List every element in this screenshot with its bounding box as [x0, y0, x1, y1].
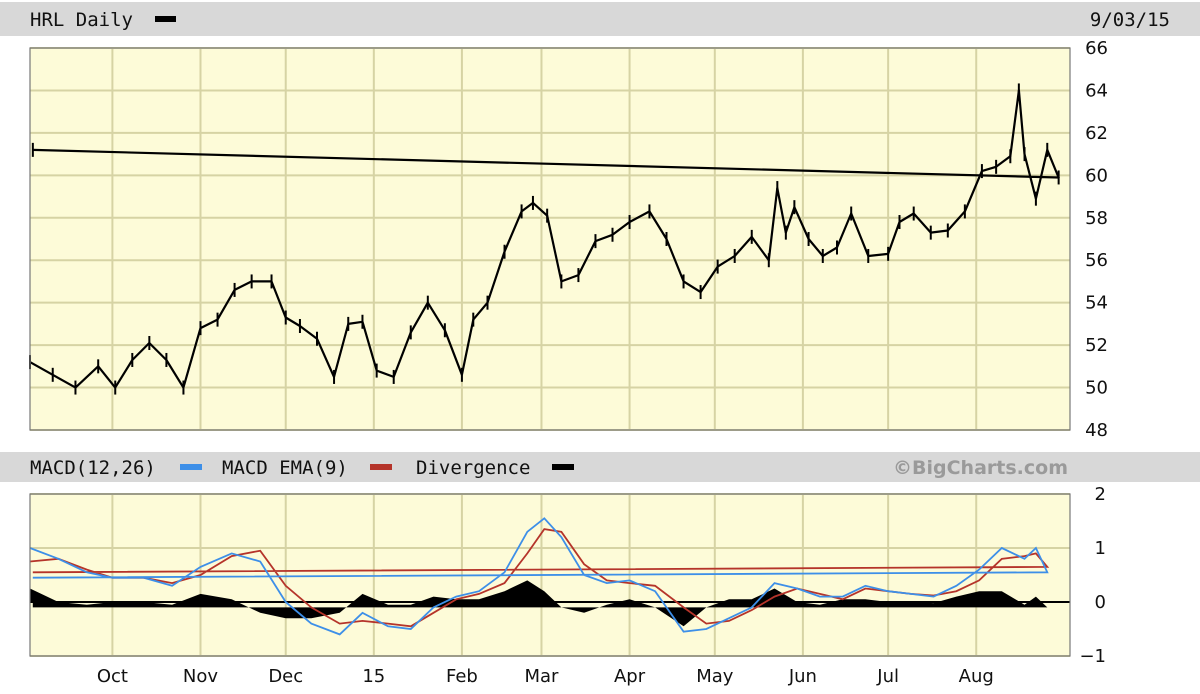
price-y-axis: 66 64 62 60 58 56 54 52 50 48 — [1085, 38, 1108, 441]
x-tick-label: Jul — [876, 666, 899, 687]
price-panel: 66 64 62 60 58 56 54 52 50 48 — [29, 38, 1108, 441]
macd-ema-label: MACD EMA(9) — [222, 457, 348, 479]
ema-legend-swatch — [370, 464, 392, 470]
header-bar — [0, 2, 1200, 36]
x-axis: Oct Nov Dec 15 Feb Mar Apr May Jun Jul Aug — [97, 666, 994, 687]
price-y-tick-label: 58 — [1085, 208, 1108, 229]
macd-label: MACD(12,26) — [30, 457, 156, 479]
price-y-tick-label: 56 — [1085, 250, 1108, 271]
macd-panel: 2 1 0 −1 Oct Nov Dec 15 Feb Mar Apr May Jun Jul Aug — [29, 484, 1106, 687]
price-y-tick-label: 54 — [1085, 293, 1108, 314]
price-plot-border — [29, 47, 1071, 431]
macd-y-tick-label: 0 — [1095, 592, 1106, 613]
price-plot-area — [30, 48, 1070, 430]
divergence-legend-swatch — [552, 464, 574, 470]
price-series-line — [29, 89, 1060, 389]
x-tick-label: Dec — [268, 666, 303, 687]
macd-plot-border — [29, 493, 1071, 657]
x-tick-label: Oct — [97, 666, 128, 687]
chart-title: HRL Daily — [30, 9, 133, 31]
divergence-area — [30, 580, 1048, 627]
price-y-tick-label: 64 — [1085, 80, 1108, 101]
macd-legend-swatch — [180, 464, 202, 470]
x-tick-label: 15 — [362, 666, 385, 687]
price-y-tick-label: 66 — [1085, 38, 1108, 59]
price-legend-swatch — [155, 16, 176, 22]
macd-y-tick-label: 2 — [1095, 484, 1106, 505]
chart-date: 9/03/15 — [1090, 9, 1170, 31]
macd-line — [29, 517, 1049, 636]
macd-y-axis: 2 1 0 −1 — [1079, 484, 1106, 667]
macd-y-tick-label: −1 — [1079, 646, 1106, 667]
x-tick-label: Mar — [524, 666, 559, 687]
x-tick-label: May — [696, 666, 734, 687]
price-y-tick-label: 60 — [1085, 165, 1108, 186]
x-tick-label: Jun — [788, 666, 817, 687]
x-tick-label: Feb — [446, 666, 478, 687]
macd-y-tick-label: 1 — [1095, 538, 1106, 559]
x-tick-label: Aug — [959, 666, 994, 687]
brand-label: ©BigCharts.com — [893, 457, 1068, 479]
price-y-tick-label: 52 — [1085, 335, 1108, 356]
x-tick-label: Nov — [183, 666, 218, 687]
price-y-tick-label: 62 — [1085, 123, 1108, 144]
price-y-tick-label: 50 — [1085, 378, 1108, 399]
x-tick-label: Apr — [614, 666, 646, 687]
price-y-tick-label: 48 — [1085, 420, 1108, 441]
divergence-label: Divergence — [416, 457, 530, 479]
